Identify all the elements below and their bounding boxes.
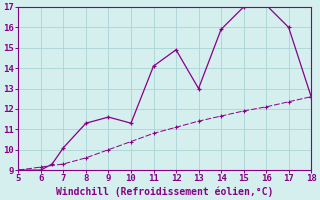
X-axis label: Windchill (Refroidissement éolien,°C): Windchill (Refroidissement éolien,°C) [56, 186, 274, 197]
